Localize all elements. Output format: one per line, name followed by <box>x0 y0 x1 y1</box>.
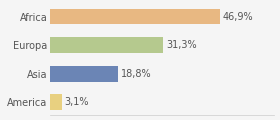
Text: 46,9%: 46,9% <box>223 12 253 21</box>
Bar <box>50 66 118 82</box>
Bar <box>50 9 220 24</box>
Text: 31,3%: 31,3% <box>166 40 197 50</box>
Bar <box>50 94 62 110</box>
Text: 18,8%: 18,8% <box>121 69 152 79</box>
Bar <box>50 37 164 53</box>
Text: 3,1%: 3,1% <box>64 97 89 107</box>
